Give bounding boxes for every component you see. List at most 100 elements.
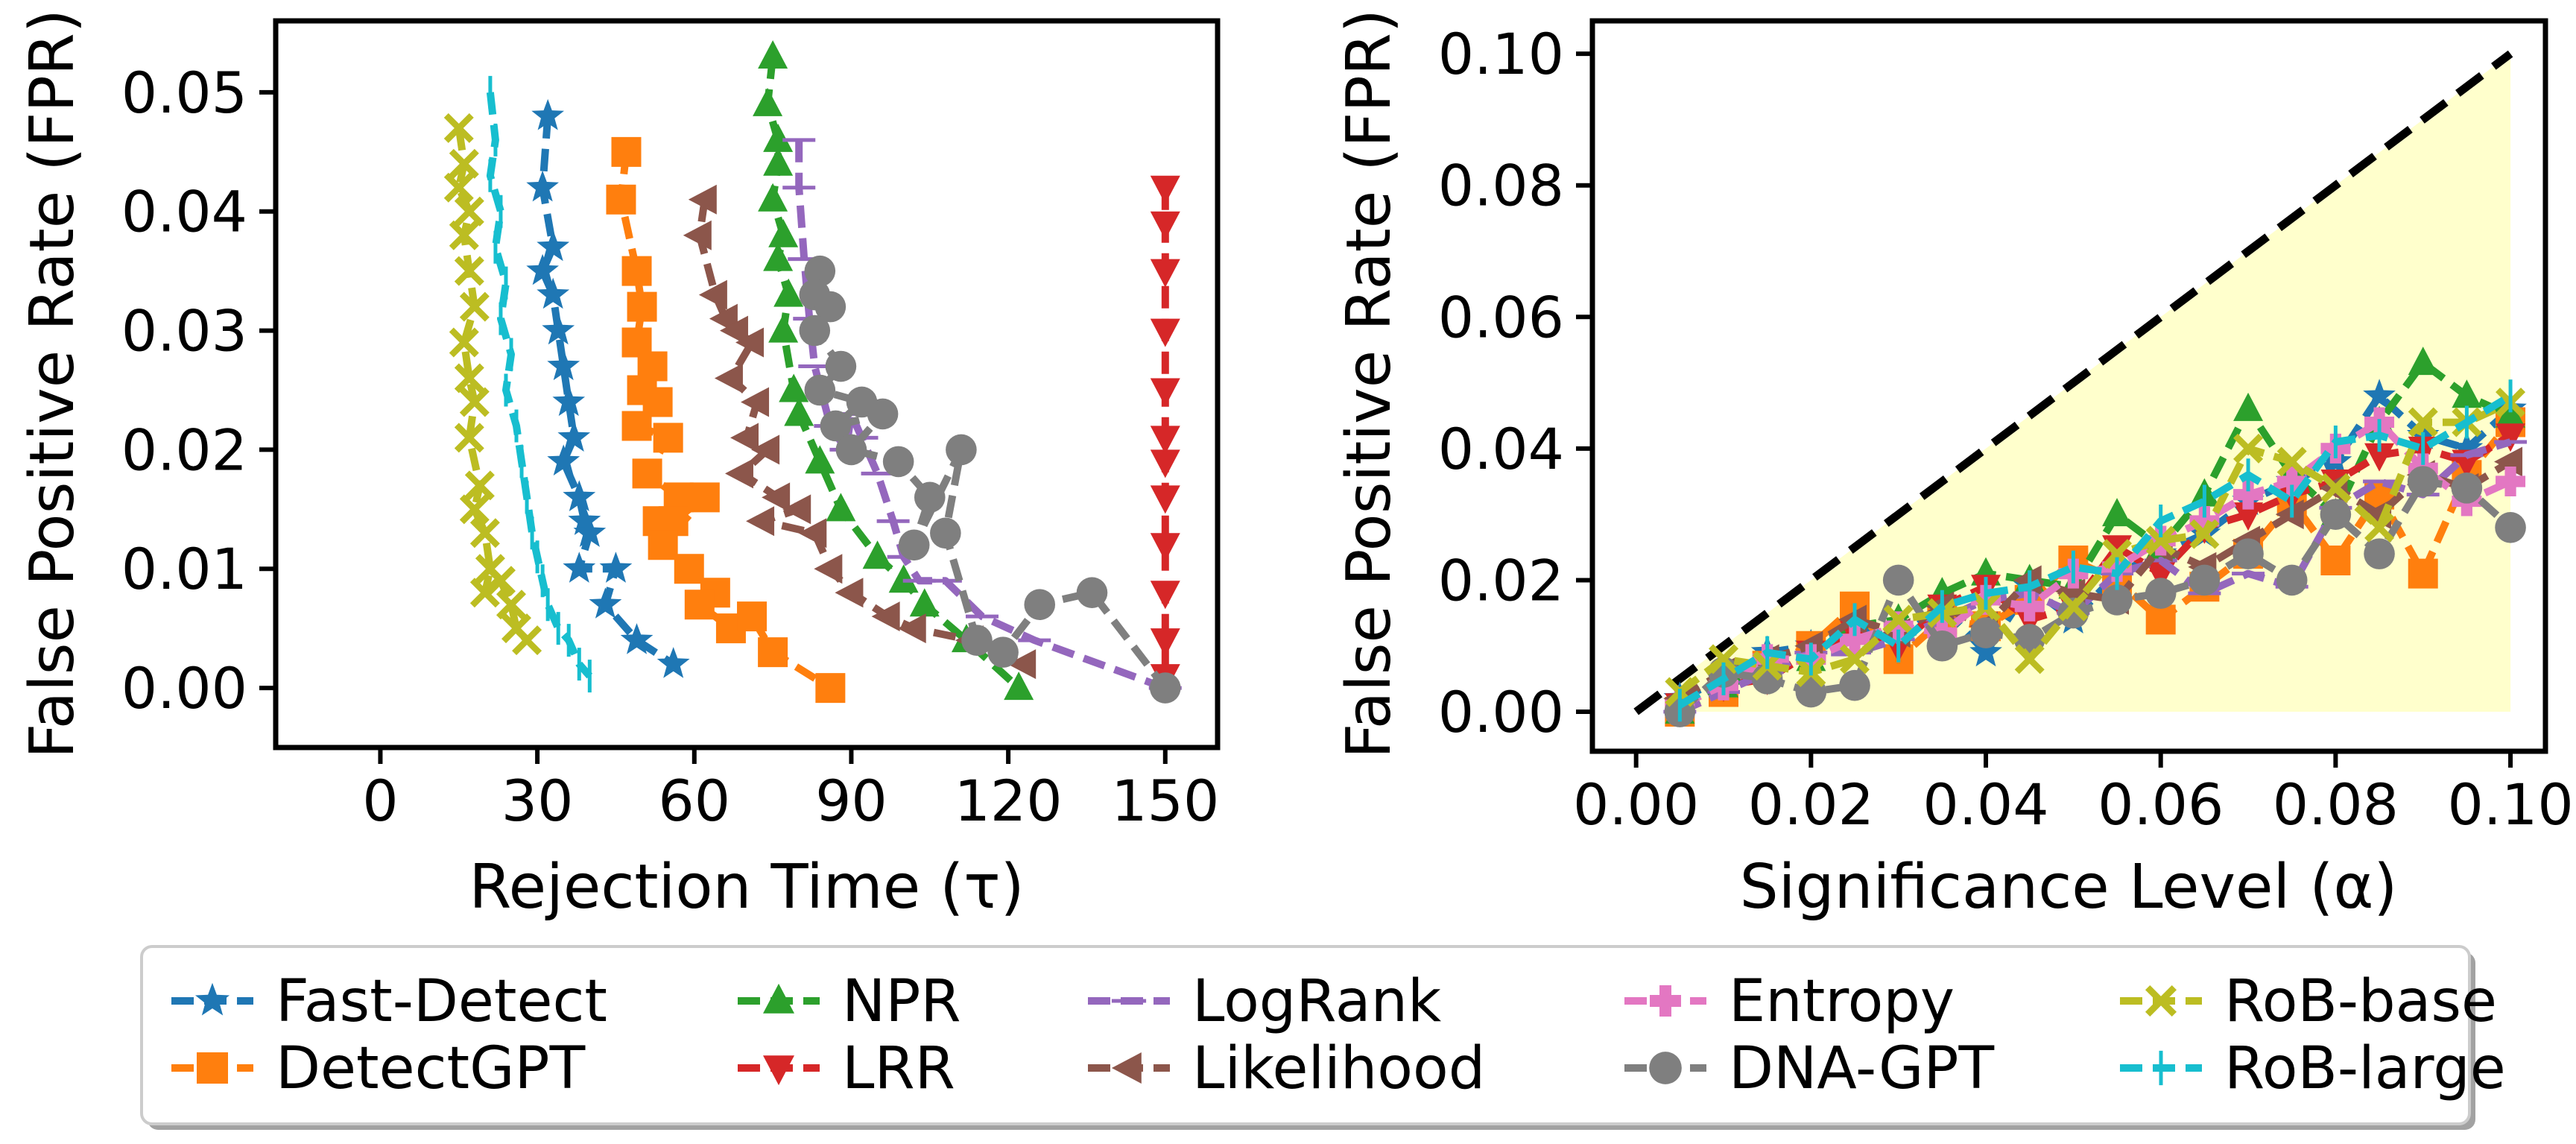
- left-point-likelihood: [835, 578, 864, 608]
- left-point-rob-base: [512, 625, 542, 656]
- left-point-npr: [1004, 671, 1034, 701]
- right-x-axis-label: Significance Level (α): [1740, 852, 2398, 923]
- left-y-tick-label: 0.00: [121, 655, 247, 721]
- left-point-detectgpt: [758, 637, 788, 668]
- left-point-likelihood: [1007, 649, 1037, 680]
- left-point-rob-base: [449, 327, 479, 358]
- left-point-rob-base: [459, 494, 490, 525]
- left-plot-area: [443, 39, 1182, 704]
- left-point-dna-gpt: [898, 529, 930, 561]
- left-y-tick-label: 0.04: [121, 179, 247, 245]
- legend-item-dna-gpt: DNA-GPT: [1624, 1035, 1995, 1102]
- legend-marker-fast-detect: [195, 982, 230, 1016]
- right-point-fast-detect: [1969, 635, 2002, 667]
- legend-marker-rob-base: [2145, 985, 2177, 1017]
- left-series-rob-base: [443, 113, 542, 656]
- right-point-lrr: [2496, 423, 2526, 452]
- left-chart: 0 30 60 90 120 150 0.00 0.01 0.02 0.03 0.04 0.05 Re…: [17, 9, 1221, 923]
- left-point-likelihood: [814, 554, 843, 584]
- right-x-tick-label: 0.02: [1748, 771, 1874, 838]
- left-point-lrr: [1150, 628, 1180, 657]
- right-x-tick-label: 0.08: [2273, 771, 2399, 838]
- left-point-fast-detect: [531, 98, 564, 130]
- left-point-fast-detect: [589, 587, 622, 619]
- right-point-dna-gpt: [2364, 538, 2395, 569]
- left-point-fast-detect: [537, 277, 570, 309]
- left-point-rob-base: [449, 148, 479, 179]
- legend-label-entropy: Entropy: [1729, 968, 1955, 1035]
- left-point-dna-gpt: [961, 625, 993, 656]
- left-point-likelihood: [688, 184, 717, 215]
- right-chart: 0.00 0.02 0.04 0.06 0.08 0.10 0.00 0.02 0.04 0.06…: [1334, 9, 2574, 923]
- left-point-rob-base: [464, 470, 495, 501]
- legend-label-detectgpt: DetectGPT: [276, 1035, 586, 1102]
- left-point-fast-detect: [547, 349, 580, 381]
- right-point-rob-base: [1883, 604, 1914, 635]
- left-point-likelihood: [730, 423, 759, 453]
- left-x-tick-label: 90: [815, 768, 887, 834]
- legend-item-rob-large: RoB-large: [2120, 1035, 2506, 1102]
- left-point-fast-detect: [563, 552, 596, 583]
- left-point-rob-base: [459, 291, 490, 322]
- left-point-likelihood: [735, 327, 765, 358]
- legend-box: [140, 945, 2471, 1125]
- legend-marker-entropy: [1650, 985, 1681, 1017]
- left-y-tick-label: 0.02: [121, 417, 247, 483]
- left-point-detectgpt: [642, 387, 673, 417]
- legend-marker-npr: [763, 983, 794, 1014]
- legend-label-rob-large: RoB-large: [2224, 1035, 2506, 1102]
- right-point-dna-gpt: [1970, 617, 2001, 648]
- right-point-dna-gpt: [2407, 466, 2439, 497]
- left-point-dna-gpt: [820, 410, 852, 442]
- diagonal-reference-line: [1633, 50, 2513, 715]
- left-point-lrr: [1150, 485, 1180, 514]
- right-point-dna-gpt: [2276, 564, 2308, 596]
- right-point-dna-gpt: [2057, 597, 2089, 629]
- left-point-npr: [768, 314, 799, 343]
- left-point-detectgpt: [621, 411, 652, 441]
- right-point-dna-gpt: [2451, 473, 2483, 504]
- legend-item-lrr: LRR: [738, 1035, 955, 1102]
- right-point-dna-gpt: [2320, 499, 2352, 530]
- left-point-rob-base: [443, 172, 474, 203]
- left-point-dna-gpt: [804, 255, 836, 287]
- left-point-dna-gpt: [1076, 577, 1108, 609]
- left-x-tick-label: 150: [1111, 768, 1219, 834]
- left-point-detectgpt: [632, 458, 662, 489]
- left-point-likelihood: [724, 458, 753, 489]
- left-point-detectgpt: [621, 327, 652, 358]
- left-point-dna-gpt: [914, 481, 946, 513]
- left-point-likelihood: [714, 363, 743, 394]
- left-point-detectgpt: [815, 673, 846, 704]
- left-series-npr: [753, 39, 1034, 701]
- legend-item-likelihood: Likelihood: [1088, 1035, 1485, 1102]
- left-point-dna-gpt: [946, 434, 977, 466]
- right-point-rob-base: [1840, 644, 1870, 674]
- left-point-dna-gpt: [799, 315, 831, 347]
- right-line-rob-large: [1677, 392, 2513, 709]
- left-point-rob-base: [454, 256, 484, 286]
- left-x-tick-label: 0: [362, 768, 398, 834]
- right-point-entropy: [2014, 591, 2045, 622]
- left-line-dna-gpt: [811, 270, 1168, 691]
- right-y-tick-label: 0.10: [1438, 21, 1564, 87]
- right-point-dna-gpt: [2189, 564, 2221, 596]
- left-point-detectgpt: [611, 136, 642, 167]
- left-point-likelihood: [798, 518, 827, 549]
- right-series-rob-large: [1677, 379, 2513, 722]
- left-point-likelihood: [871, 601, 900, 632]
- legend-label-lrr: LRR: [842, 1035, 955, 1102]
- left-point-dna-gpt: [867, 398, 899, 430]
- left-y-tick-label: 0.03: [121, 298, 247, 364]
- right-point-rob-base: [2014, 644, 2045, 674]
- left-point-detectgpt: [663, 482, 694, 513]
- legend-label-dna-gpt: DNA-GPT: [1729, 1035, 1995, 1102]
- right-point-dna-gpt: [1839, 669, 1870, 701]
- left-point-lrr: [1150, 259, 1180, 288]
- left-point-fast-detect: [599, 552, 633, 583]
- left-point-lrr: [1150, 378, 1180, 407]
- right-point-npr: [2452, 379, 2482, 408]
- left-point-lrr: [1150, 318, 1180, 347]
